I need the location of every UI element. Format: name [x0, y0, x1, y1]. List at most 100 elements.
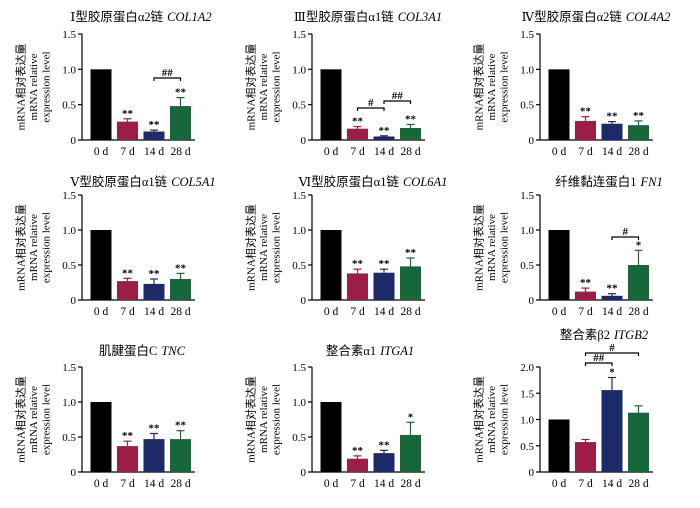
significance-mark: ** [175, 420, 187, 432]
y-tick-label: 1.0 [62, 64, 76, 76]
y-axis-label: mRNA相对表达量 [472, 376, 486, 463]
chart-title: Ⅵ型胶原蛋白α1链 COL6A1 [298, 174, 448, 189]
chart-title-text: Ⅵ型胶原蛋白α1链 [298, 174, 400, 189]
x-tick-label: 0 d [324, 478, 339, 490]
bar-14d [601, 123, 623, 140]
bar-7d [347, 458, 368, 472]
x-tick-label: 0 d [324, 146, 339, 158]
x-tick-label: 0 d [94, 306, 109, 318]
chart-title: Ⅰ型胶原蛋白α2链 COL1A2 [70, 9, 211, 24]
bar-0d [548, 69, 570, 140]
chart-panel-tnc: 肌腱蛋白C TNC mRNA相对表达量 mRNA relative expression… [14, 343, 195, 490]
chart-panel-col6a1: Ⅵ型胶原蛋白α1链 COL6A1 mRNA相对表达量 mRNA relative exp… [244, 174, 448, 318]
y-axis-label: mRNA relative [486, 386, 498, 453]
x-tick-label: 28 d [628, 306, 648, 318]
y-tick-label: 0.5 [292, 100, 306, 112]
y-axis-label: mRNA relative [486, 214, 498, 281]
x-tick-label: 14 d [602, 146, 622, 158]
y-tick-label: 1.0 [520, 64, 534, 76]
y-tick-label: 1.5 [292, 190, 306, 202]
y-axis-label: expression level [41, 51, 53, 122]
x-tick-label: 28 d [170, 146, 190, 158]
significance-mark: ** [405, 113, 417, 125]
y-axis-label: expression level [499, 51, 511, 122]
y-tick-label: 0.5 [62, 260, 76, 272]
y-tick-label: 1.5 [292, 29, 306, 41]
bar-28d [628, 265, 649, 300]
chart-title-gene: TNC [161, 344, 185, 358]
chart-title: 整合素α1 ITGA1 [326, 343, 414, 358]
x-tick-label: 28 d [628, 146, 648, 158]
significance-bracket [383, 100, 412, 104]
significance-bracket [584, 352, 640, 356]
y-tick-label: 1.0 [292, 225, 306, 237]
bar-0d [320, 402, 342, 472]
significance-mark: ** [633, 110, 645, 122]
x-tick-label: 7 d [120, 146, 135, 158]
x-tick-label: 7 d [120, 306, 135, 318]
chart-title-text: 肌腱蛋白C [99, 343, 157, 358]
y-tick-label: 1.0 [520, 415, 534, 427]
chart-title-gene: COL1A2 [167, 10, 211, 24]
x-tick-label: 7 d [120, 478, 135, 490]
bar-0d [320, 69, 342, 140]
significance-mark: ** [122, 108, 134, 120]
significance-mark: ** [352, 116, 364, 128]
significance-mark: ** [607, 283, 619, 295]
y-axis-label: mRNA相对表达量 [14, 204, 28, 291]
x-tick-label: 28 d [170, 478, 190, 490]
bracket-label: ## [162, 67, 174, 79]
significance-mark: ** [405, 247, 417, 259]
y-axis-label: mRNA相对表达量 [472, 44, 486, 131]
chart-title-text: 整合素α1 [326, 343, 376, 358]
x-tick-label: 14 d [144, 146, 164, 158]
x-tick-label: 14 d [374, 146, 394, 158]
bar-14d [143, 439, 165, 472]
bar-0d [90, 402, 112, 472]
x-tick-label: 0 d [552, 146, 567, 158]
significance-mark: * [636, 239, 642, 251]
significance-mark: ** [352, 445, 364, 457]
y-tick-label: 1.5 [62, 362, 76, 374]
bar-14d [143, 283, 165, 300]
x-tick-label: 0 d [324, 306, 339, 318]
x-tick-label: 28 d [400, 146, 420, 158]
bar-14d [373, 453, 395, 472]
y-tick-label: 0.5 [62, 432, 76, 444]
chart-title: 纤维黏连蛋白1 FN1 [555, 174, 663, 189]
y-axis-label: mRNA相对表达量 [14, 44, 28, 131]
y-tick-label: 0 [529, 467, 535, 479]
y-axis-label: mRNA相对表达量 [244, 376, 258, 463]
significance-mark: ** [379, 125, 391, 137]
bar-0d [320, 230, 342, 300]
significance-bracket [611, 236, 640, 240]
y-axis-label: mRNA相对表达量 [244, 44, 258, 131]
y-axis-label: expression level [41, 212, 53, 283]
bar-28d [400, 127, 421, 140]
y-axis-label: mRNA relative [28, 214, 40, 281]
x-tick-label: 14 d [374, 306, 394, 318]
y-axis-label: mRNA相对表达量 [244, 204, 258, 291]
y-tick-label: 1.5 [292, 362, 306, 374]
chart-title-text: Ⅲ型胶原蛋白α1链 [294, 9, 394, 24]
chart-title-gene: ITGA1 [379, 344, 414, 358]
chart-panel-col5a1: Ⅴ型胶原蛋白α1链 COL5A1 mRNA相对表达量 mRNA relative exp… [14, 174, 216, 318]
x-tick-label: 7 d [350, 306, 365, 318]
significance-mark: ** [379, 439, 391, 451]
bar-7d [575, 291, 596, 300]
x-tick-label: 14 d [374, 478, 394, 490]
significance-mark: ** [352, 258, 364, 270]
x-tick-label: 7 d [578, 146, 593, 158]
bracket-label: ## [593, 352, 605, 364]
bar-14d [601, 390, 623, 472]
x-tick-label: 14 d [144, 306, 164, 318]
significance-mark: ** [122, 267, 134, 279]
significance-mark: ** [580, 277, 592, 289]
y-axis-label: expression level [41, 384, 53, 455]
x-tick-label: 7 d [350, 146, 365, 158]
y-tick-label: 0 [71, 467, 77, 479]
bar-28d [170, 106, 191, 140]
chart-panel-itga1: 整合素α1 ITGA1 mRNA相对表达量 mRNA relative expressi… [244, 343, 425, 490]
bar-14d [373, 272, 395, 300]
y-tick-label: 1.5 [520, 29, 534, 41]
